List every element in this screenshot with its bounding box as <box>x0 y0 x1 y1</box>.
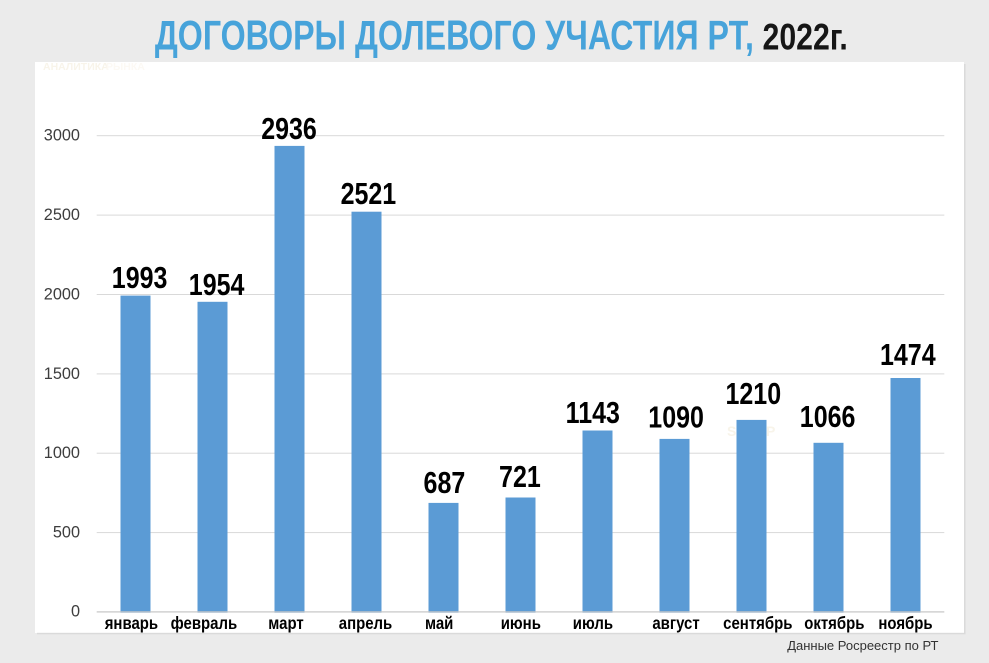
svg-text:2022г.: 2022г. <box>763 18 848 58</box>
svg-text:2500: 2500 <box>44 206 80 224</box>
svg-text:март: март <box>268 614 303 633</box>
svg-text:сентябрь: сентябрь <box>723 614 792 633</box>
svg-text:1143: 1143 <box>566 396 620 430</box>
svg-text:1090: 1090 <box>648 400 704 434</box>
svg-text:февраль: февраль <box>171 614 238 633</box>
svg-text:1500: 1500 <box>44 365 80 383</box>
svg-text:500: 500 <box>53 523 80 541</box>
svg-text:1066: 1066 <box>800 400 856 434</box>
svg-text:2000: 2000 <box>44 285 80 303</box>
svg-text:октябрь: октябрь <box>804 614 864 633</box>
svg-text:июль: июль <box>573 614 613 633</box>
svg-text:P: P <box>766 423 775 439</box>
svg-text:АНАЛИТИКА: АНАЛИТИКА <box>43 61 109 73</box>
svg-text:687: 687 <box>424 466 466 500</box>
svg-text:ДОГОВОРЫ ДОЛЕВОГО УЧАСТИЯ РТ,: ДОГОВОРЫ ДОЛЕВОГО УЧАСТИЯ РТ, <box>155 11 754 58</box>
svg-text:январь: январь <box>104 614 158 633</box>
svg-text:апрель: апрель <box>339 614 392 633</box>
svg-text:1993: 1993 <box>112 261 168 295</box>
svg-text:Данные Росреестр по РТ: Данные Росреестр по РТ <box>787 638 938 653</box>
svg-text:1000: 1000 <box>44 444 80 462</box>
svg-text:ноябрь: ноябрь <box>878 614 932 633</box>
svg-text:август: август <box>652 614 699 633</box>
svg-text:июнь: июнь <box>501 614 541 633</box>
svg-text:1954: 1954 <box>189 268 245 302</box>
svg-text:S: S <box>727 423 736 439</box>
svg-text:1474: 1474 <box>880 338 936 372</box>
svg-text:721: 721 <box>499 460 541 494</box>
svg-text:3000: 3000 <box>44 127 80 145</box>
svg-text:2521: 2521 <box>341 177 397 211</box>
svg-text:0: 0 <box>71 603 80 621</box>
svg-text:май: май <box>425 614 453 633</box>
svg-text:РЫНКА: РЫНКА <box>106 61 145 73</box>
svg-text:2936: 2936 <box>261 112 317 146</box>
svg-text:1210: 1210 <box>725 377 781 411</box>
